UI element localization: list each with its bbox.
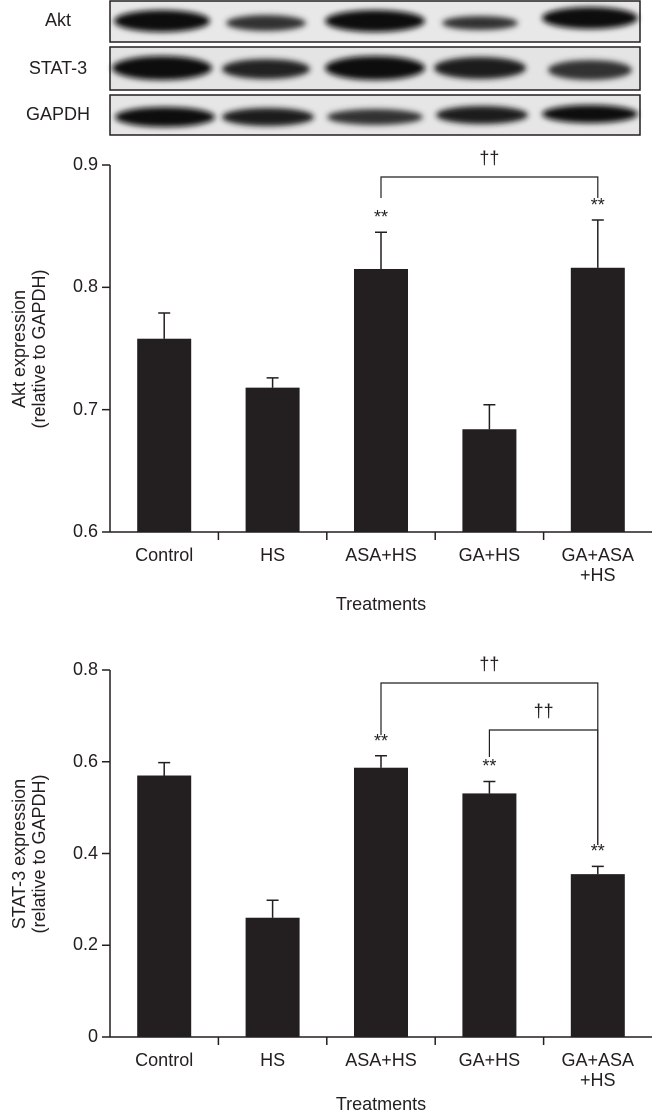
x-tick-label: HS xyxy=(260,545,286,565)
bar xyxy=(354,767,408,1037)
error-bar xyxy=(591,865,604,875)
x-tick-label: GA+HS xyxy=(458,545,521,565)
x-axis-title: Treatments xyxy=(335,1094,427,1115)
significance-mark: ** xyxy=(590,841,605,862)
x-axis-title: Treatments xyxy=(335,594,427,615)
significance-mark: ** xyxy=(373,207,389,228)
significance-mark: ** xyxy=(590,195,605,216)
bar xyxy=(245,917,300,1037)
x-tick-label: GA+ASA +HS xyxy=(561,1050,635,1090)
error-bar xyxy=(266,899,279,918)
western-blot xyxy=(109,0,641,136)
blot-label: STAT-3 xyxy=(28,58,88,79)
error-bar xyxy=(266,377,279,388)
bracket xyxy=(488,729,599,845)
error-bar xyxy=(158,312,171,339)
x-tick-label: Control xyxy=(135,1050,194,1070)
y-tick-label: 0.2 xyxy=(72,934,98,955)
y-tick-label: 0.6 xyxy=(72,750,98,771)
bar xyxy=(137,775,192,1037)
x-tick-label: Control xyxy=(135,545,194,565)
y-tick-label: 0.6 xyxy=(72,521,98,542)
bar xyxy=(354,268,408,532)
x-tick-label: GA+HS xyxy=(458,1050,521,1070)
bar xyxy=(462,429,517,532)
y-axis-title: Akt expression (relative to GAPDH) xyxy=(9,268,49,429)
y-axis-title: STAT-3 expression (relative to GAPDH) xyxy=(9,773,49,934)
x-tick-label: HS xyxy=(260,1050,286,1070)
y-tick-label: 0.8 xyxy=(72,659,98,680)
bracket-label: †† xyxy=(533,701,554,722)
error-bar xyxy=(158,761,171,776)
y-tick-label: 0.9 xyxy=(72,154,98,175)
bar xyxy=(570,267,625,532)
y-tick-label: 0 xyxy=(87,1026,98,1047)
bracket-label: †† xyxy=(479,654,500,675)
x-tick-label: ASA+HS xyxy=(345,1050,417,1070)
x-tick-label: GA+ASA +HS xyxy=(561,545,635,585)
y-tick-label: 0.4 xyxy=(72,842,98,863)
blot-label: Akt xyxy=(44,10,72,31)
significance-mark: ** xyxy=(373,730,389,751)
significance-mark: ** xyxy=(482,756,497,777)
error-bar xyxy=(375,231,387,269)
bracket-label: †† xyxy=(479,148,500,169)
error-bar xyxy=(483,780,496,794)
bar xyxy=(245,387,300,532)
y-tick-label: 0.7 xyxy=(72,398,98,419)
bar xyxy=(462,793,517,1037)
bracket xyxy=(380,176,599,198)
x-tick-label: ASA+HS xyxy=(345,545,417,565)
blot-label: GAPDH xyxy=(25,104,91,125)
error-bar xyxy=(375,755,387,768)
error-bar xyxy=(483,404,496,430)
bar xyxy=(570,874,625,1037)
bar xyxy=(137,338,192,532)
error-bar xyxy=(591,219,604,268)
y-tick-label: 0.8 xyxy=(72,276,98,297)
